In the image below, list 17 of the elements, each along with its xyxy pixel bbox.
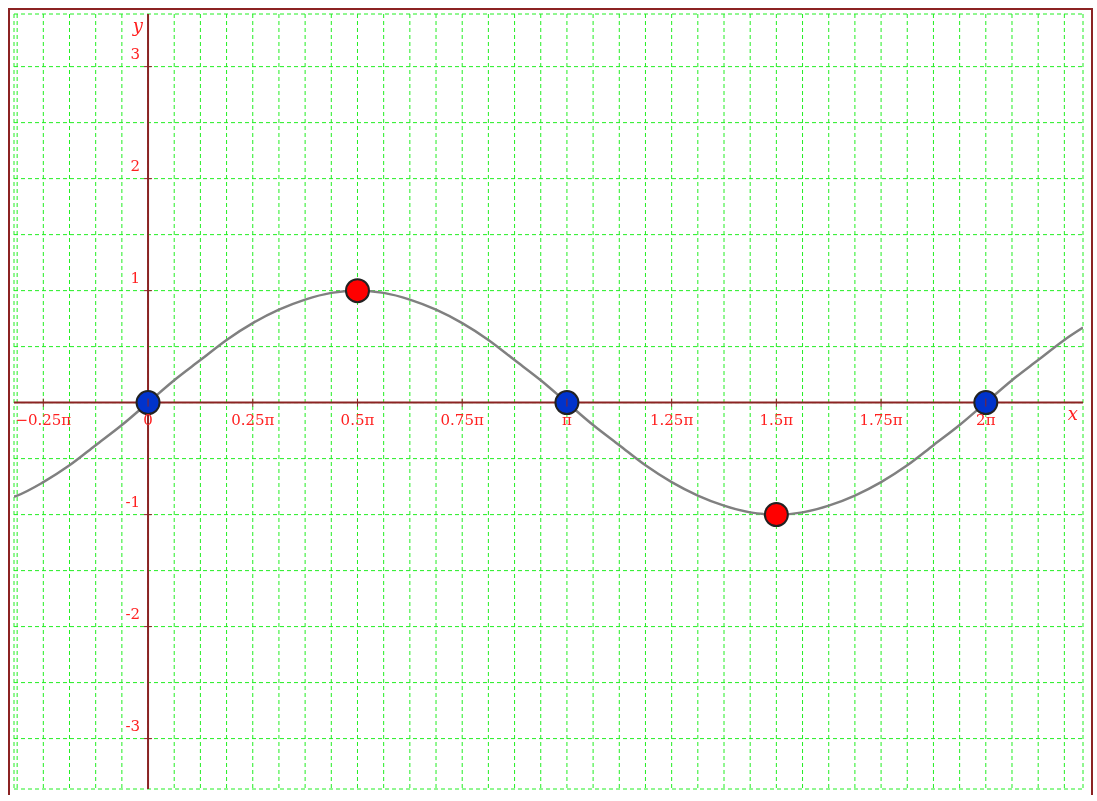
- x-axis-title: x: [1067, 403, 1078, 425]
- x-tick-label: 1.25π: [650, 410, 694, 429]
- x-tick-label: 0.75π: [440, 410, 484, 429]
- x-tick-label: π: [562, 410, 572, 429]
- x-tick-label: 0.5π: [340, 410, 375, 429]
- x-tick-label: 2π: [976, 410, 996, 429]
- x-tick-label: 0.25π: [231, 410, 275, 429]
- x-tick-label: −0.25π: [15, 410, 72, 429]
- y-tick-label: 3: [130, 44, 141, 63]
- y-tick-label: 2: [130, 156, 141, 175]
- x-tick-label: 1.75π: [859, 410, 903, 429]
- y-tick-label: 1: [130, 268, 141, 287]
- y-tick-label: -3: [125, 716, 141, 735]
- x-tick-label: 1.5π: [759, 410, 794, 429]
- y-tick-label: -1: [125, 492, 141, 511]
- y-axis-title: y: [131, 14, 144, 36]
- y-tick-label: -2: [125, 604, 141, 623]
